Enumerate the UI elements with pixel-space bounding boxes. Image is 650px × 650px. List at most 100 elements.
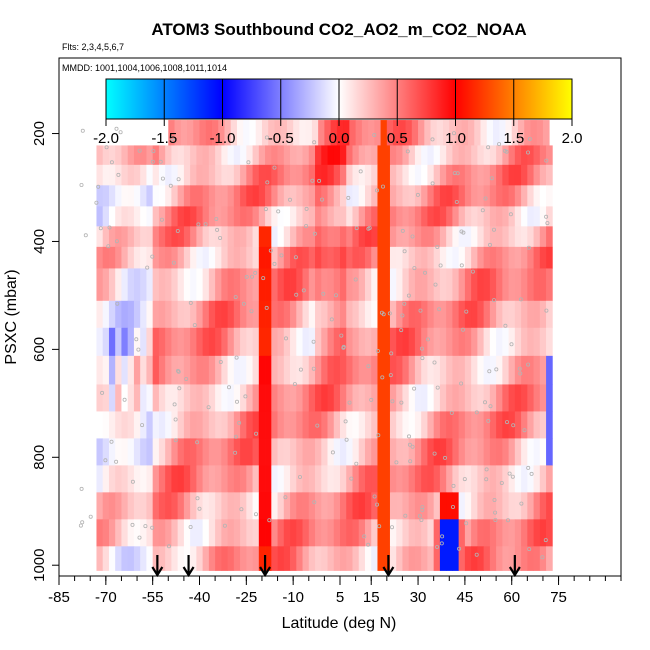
- heatmap-cell: [190, 164, 197, 186]
- heatmap-cell: [165, 226, 172, 248]
- heatmap-cell: [514, 411, 522, 439]
- heatmap-cell: [271, 465, 278, 493]
- heatmap-cell: [321, 438, 328, 466]
- heatmap-cell: [127, 519, 135, 547]
- heatmap-cell: [358, 145, 366, 166]
- heatmap-cell: [496, 185, 503, 207]
- heatmap-cell: [486, 120, 494, 146]
- heatmap-cell: [152, 465, 160, 493]
- heatmap-cell: [96, 438, 104, 466]
- measurement-point: [402, 249, 407, 254]
- heatmap-cell: [290, 465, 297, 493]
- heatmap-cell: [308, 185, 316, 207]
- heatmap-cell: [477, 300, 485, 329]
- heatmap-cell: [302, 185, 310, 207]
- measurement-point: [150, 159, 155, 164]
- heatmap-cell: [168, 120, 175, 146]
- heatmap-cell: [514, 519, 522, 547]
- heatmap-cell: [377, 411, 385, 439]
- heatmap-cell: [464, 546, 472, 571]
- heatmap-cell: [308, 384, 316, 412]
- heatmap-cell: [327, 546, 335, 571]
- heatmap-cell: [402, 411, 410, 439]
- heatmap-cell: [383, 519, 391, 547]
- measurement-point: [394, 460, 399, 465]
- heatmap-cell: [240, 300, 247, 329]
- heatmap-cell: [127, 438, 135, 466]
- measurement-point: [432, 451, 437, 456]
- heatmap-cell: [133, 355, 141, 385]
- measurement-point: [319, 197, 324, 202]
- heatmap-cell: [202, 226, 210, 248]
- heatmap-cell: [439, 185, 447, 207]
- heatmap-cell: [514, 384, 522, 412]
- heatmap-cell: [302, 384, 310, 412]
- heatmap-cell: [258, 185, 266, 207]
- heatmap-cell: [483, 384, 491, 412]
- x-axis-label: Latitude (deg N): [282, 615, 397, 632]
- heatmap-cell: [302, 268, 310, 302]
- heatmap-cell: [346, 206, 353, 227]
- heatmap-cell: [396, 384, 403, 412]
- heatmap-cell: [321, 492, 328, 520]
- heatmap-cell: [340, 384, 347, 412]
- heatmap-cell: [496, 226, 503, 248]
- heatmap-cell: [308, 546, 316, 571]
- measurement-point: [243, 394, 248, 399]
- heatmap-cell: [389, 546, 397, 571]
- heatmap-cell: [396, 327, 403, 357]
- heatmap-cell: [127, 164, 135, 186]
- heatmap-cell: [315, 519, 322, 547]
- heatmap-cell: [439, 145, 447, 166]
- heatmap-cell: [439, 465, 447, 493]
- heatmap-cell: [177, 300, 185, 329]
- measurement-point: [489, 176, 494, 181]
- heatmap-cell: [283, 300, 291, 329]
- heatmap-cell: [340, 355, 347, 385]
- heatmap-cell: [458, 185, 466, 207]
- heatmap-cell: [158, 300, 166, 329]
- measurement-point: [159, 217, 164, 222]
- heatmap-cell: [158, 268, 166, 302]
- heatmap-cell: [296, 226, 303, 248]
- heatmap-cell: [252, 492, 260, 520]
- heatmap-cell: [315, 246, 322, 269]
- heatmap-cell: [246, 465, 253, 493]
- measurement-point: [116, 172, 121, 177]
- heatmap-cell: [108, 300, 116, 329]
- heatmap-cell: [327, 145, 335, 166]
- heatmap-cell: [377, 546, 385, 571]
- measurement-point: [215, 227, 220, 232]
- measurement-point: [188, 300, 193, 305]
- heatmap-cell: [158, 246, 166, 269]
- heatmap-cell: [508, 327, 516, 357]
- heatmap-cell: [452, 268, 460, 302]
- heatmap-cell: [489, 384, 497, 412]
- measurement-point: [369, 397, 374, 402]
- heatmap-cell: [133, 185, 141, 207]
- heatmap-cell: [546, 246, 553, 269]
- heatmap-cell: [383, 268, 391, 302]
- heatmap-cell: [246, 300, 253, 329]
- heatmap-cell: [358, 546, 366, 571]
- measurement-point: [374, 188, 379, 193]
- measurement-point: [543, 538, 548, 543]
- heatmap-cell: [296, 327, 303, 357]
- measurement-point: [239, 507, 244, 512]
- heatmap-cell: [183, 164, 191, 186]
- measurement-point: [233, 295, 238, 300]
- heatmap-cell: [408, 145, 416, 166]
- heatmap-cell: [96, 327, 104, 357]
- heatmap-cell: [271, 206, 278, 227]
- heatmap-cell: [452, 185, 460, 207]
- measurement-point: [517, 366, 522, 371]
- heatmap-cell: [121, 226, 129, 248]
- heatmap-cell: [502, 438, 509, 466]
- heatmap-cell: [202, 384, 210, 412]
- heatmap-cell: [361, 120, 369, 146]
- heatmap-cell: [283, 268, 291, 302]
- heatmap-cell: [252, 519, 260, 547]
- profile-arrow: [382, 555, 395, 578]
- heatmap-cell: [508, 438, 516, 466]
- heatmap-cell: [368, 120, 375, 146]
